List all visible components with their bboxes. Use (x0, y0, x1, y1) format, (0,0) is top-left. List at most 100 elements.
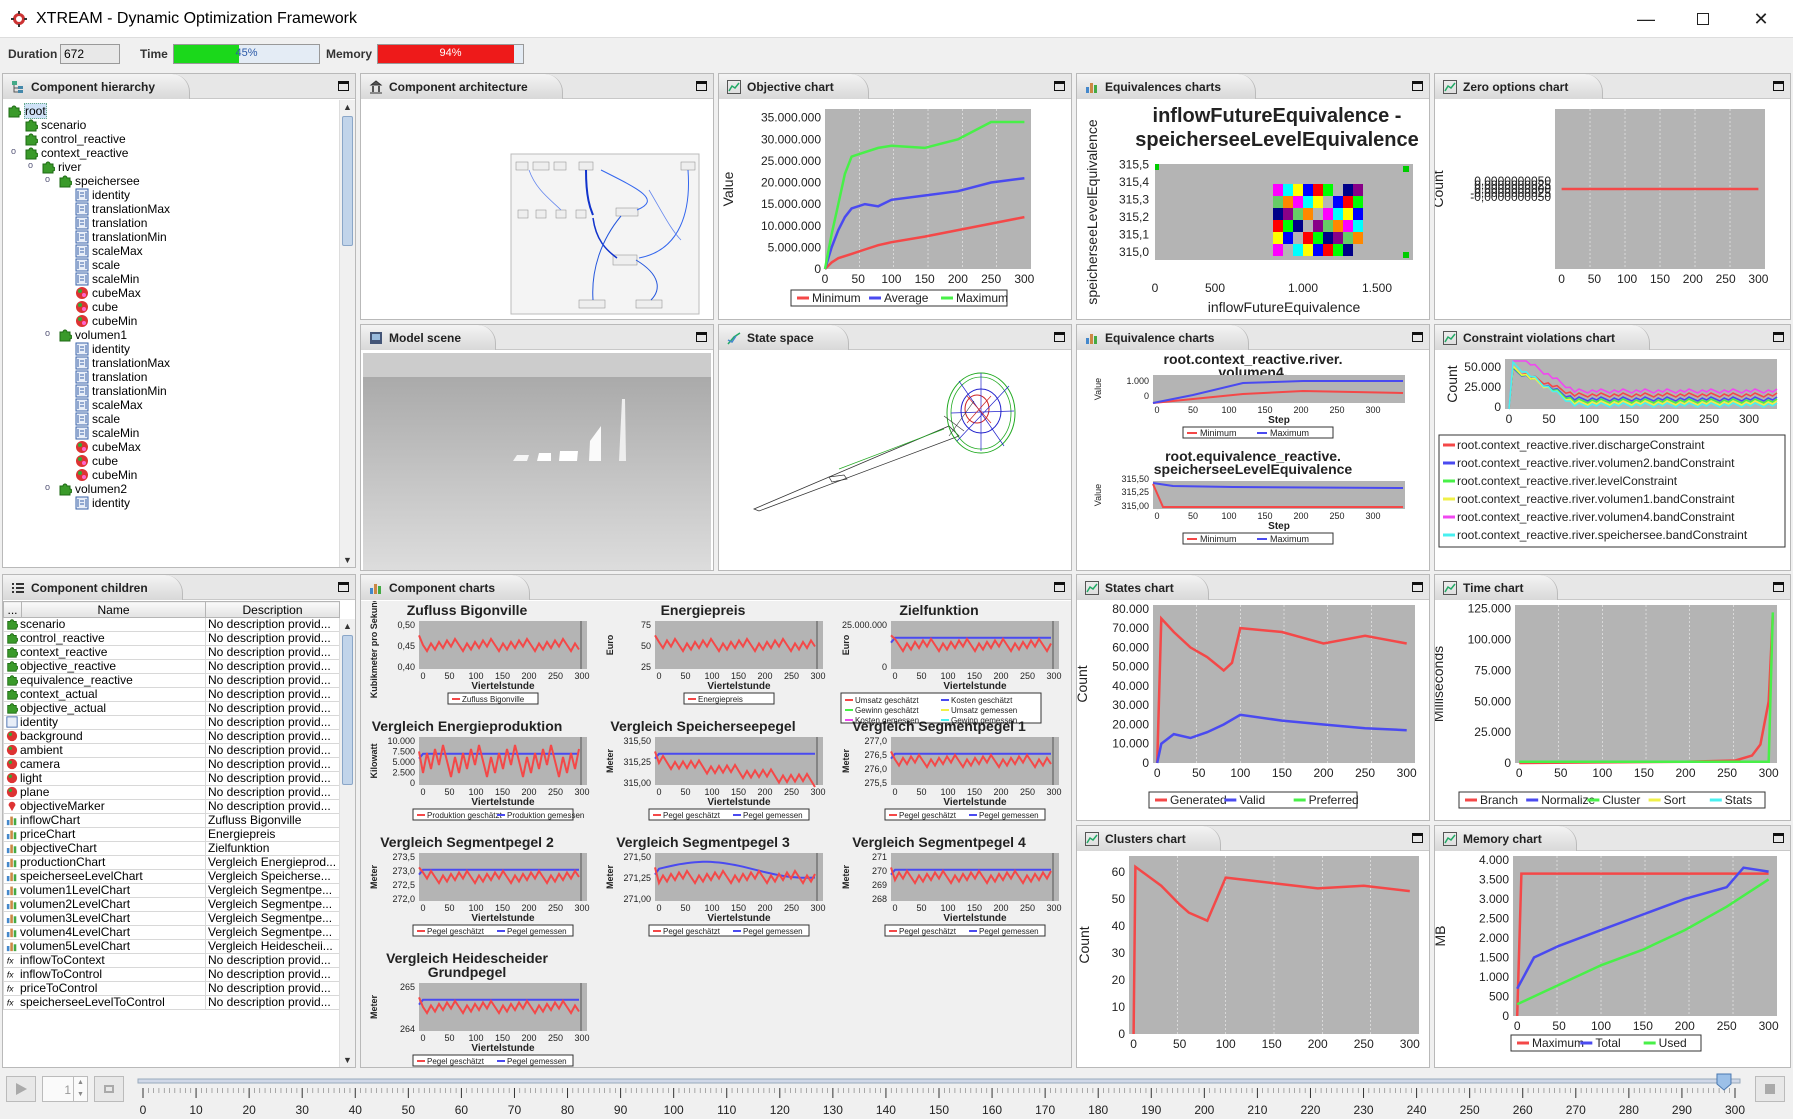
tree-node[interactable]: cubeMin (75, 468, 137, 482)
name-column-header[interactable]: Name (21, 601, 206, 618)
tree-node[interactable]: translation (75, 370, 147, 384)
state-space-tab[interactable]: State space (719, 325, 849, 350)
play-button[interactable] (6, 1076, 36, 1102)
table-row[interactable]: fx priceToControl No description provid... (3, 981, 340, 996)
stop-button[interactable] (1755, 1076, 1785, 1102)
table-row[interactable]: equivalence_reactive No description provi… (3, 673, 340, 688)
component-hierarchy-tab[interactable]: Component hierarchy (3, 74, 191, 99)
table-row[interactable]: speicherseeLevelChart Vergleich Speichers… (3, 869, 340, 884)
tree-node[interactable]: scale (75, 258, 120, 272)
maximize-panel-button[interactable] (1773, 81, 1784, 91)
tree-node[interactable]: context_reactive o (11, 146, 128, 160)
component-charts-tab[interactable]: Component charts (361, 575, 531, 600)
tree-node[interactable]: cube (75, 454, 118, 468)
maximize-panel-button[interactable] (1412, 332, 1423, 342)
table-row[interactable]: light No description provid... (3, 771, 340, 786)
table-row[interactable]: control_reactive No description provid... (3, 631, 340, 646)
objective-chart-tab[interactable]: Objective chart (719, 74, 869, 99)
table-row[interactable]: objectiveChart Zielfunktion (3, 841, 340, 856)
maximize-panel-button[interactable] (1054, 81, 1065, 91)
tree-node[interactable]: control_reactive (24, 132, 126, 146)
tree-node[interactable]: scenario (24, 118, 86, 132)
tree-node[interactable]: root (7, 103, 47, 119)
maximize-panel-button[interactable] (338, 582, 349, 592)
table-row[interactable]: volumen3LevelChart Vergleich Segmentpe... (3, 911, 340, 926)
table-row[interactable]: camera No description provid... (3, 757, 340, 772)
time-chart-tab[interactable]: Time chart (1435, 575, 1559, 600)
tree-node[interactable]: volumen1 o (45, 328, 127, 342)
tree-node[interactable]: translationMin (75, 230, 167, 244)
scroll-up-arrow[interactable]: ▲ (343, 621, 352, 631)
states-chart-tab[interactable]: States chart (1077, 575, 1209, 600)
children-table[interactable]: ... Name Description scenario No descript… (3, 601, 340, 1010)
tree-node[interactable]: scaleMax (75, 398, 143, 412)
tree-expand-toggle[interactable]: o (28, 160, 34, 170)
scroll-down-arrow[interactable]: ▼ (343, 1055, 352, 1065)
maximize-panel-button[interactable] (1054, 332, 1065, 342)
table-row[interactable]: plane No description provid... (3, 785, 340, 800)
table-row[interactable]: objective_actual No description provid... (3, 701, 340, 716)
maximize-panel-button[interactable] (1773, 833, 1784, 843)
slider-thumb[interactable] (1716, 1073, 1732, 1091)
component-children-tab[interactable]: Component children (3, 575, 183, 600)
tree-node[interactable]: translationMin (75, 384, 167, 398)
table-row[interactable]: volumen1LevelChart Vergleich Segmentpe... (3, 883, 340, 898)
clusters-chart-tab[interactable]: Clusters chart (1077, 826, 1221, 851)
component-tree[interactable]: root scenario control_reactive context_reac… (3, 100, 355, 567)
description-column-header[interactable]: Description (205, 601, 340, 618)
maximize-panel-button[interactable] (338, 81, 349, 91)
maximize-panel-button[interactable] (1412, 582, 1423, 592)
maximize-panel-button[interactable] (1412, 833, 1423, 843)
table-row[interactable]: objectiveMarker No description provid... (3, 799, 340, 814)
tree-node[interactable]: translationMax (75, 202, 170, 216)
table-row[interactable]: inflowChart Zufluss Bigonville (3, 813, 340, 828)
table-row[interactable]: volumen2LevelChart Vergleich Segmentpe... (3, 897, 340, 912)
loop-button[interactable] (94, 1076, 124, 1102)
table-row[interactable]: background No description provid... (3, 729, 340, 744)
table-row[interactable]: ambient No description provid... (3, 743, 340, 758)
tree-node[interactable]: cubeMin (75, 314, 137, 328)
step-spinner[interactable]: 1 ▲ ▼ (42, 1076, 88, 1102)
table-corner-header[interactable]: ... (3, 601, 22, 618)
architecture-diagram[interactable] (361, 100, 713, 320)
tree-node[interactable]: identity (75, 342, 130, 356)
equivalence-charts-tab[interactable]: Equivalence charts (1077, 325, 1250, 350)
maximize-panel-button[interactable] (696, 81, 707, 91)
component-architecture-tab[interactable]: Component architecture (361, 74, 563, 99)
state-space-viewport[interactable] (719, 351, 1071, 571)
tree-node[interactable]: identity (75, 496, 130, 510)
tree-node[interactable]: speichersee o (45, 174, 140, 188)
tree-node[interactable]: scaleMax (75, 244, 143, 258)
zero-options-chart-tab[interactable]: Zero options chart (1435, 74, 1604, 99)
table-row[interactable]: fx inflowToContext No description provid..… (3, 953, 340, 968)
maximize-panel-button[interactable] (1054, 582, 1065, 592)
scroll-down-arrow[interactable]: ▼ (343, 555, 352, 565)
table-scrollbar[interactable]: ▲ ▼ (339, 619, 355, 1067)
table-row[interactable]: volumen5LevelChart Vergleich Heidescheii.… (3, 939, 340, 954)
tree-expand-toggle[interactable]: o (45, 328, 51, 338)
table-row[interactable]: scenario No description provid... (3, 617, 340, 632)
maximize-panel-button[interactable] (696, 332, 707, 342)
spinner-up-button[interactable]: ▲ (73, 1077, 87, 1089)
3d-model-viewport[interactable] (361, 351, 713, 571)
tree-scrollbar[interactable]: ▲ ▼ (339, 100, 355, 567)
table-row[interactable]: fx speicherseeLevelToControl No descriptio… (3, 995, 340, 1010)
scroll-thumb[interactable] (342, 116, 353, 246)
table-row[interactable]: fx inflowToControl No description provid..… (3, 967, 340, 982)
equivalences-charts-tab[interactable]: Equivalences charts (1077, 74, 1257, 99)
tree-expand-toggle[interactable]: o (45, 482, 51, 492)
table-row[interactable]: context_reactive No description provid... (3, 645, 340, 660)
table-row[interactable]: objective_reactive No description provid.… (3, 659, 340, 674)
tree-node[interactable]: cubeMax (75, 286, 141, 300)
table-row[interactable]: context_actual No description provid... (3, 687, 340, 702)
tree-node[interactable]: cube (75, 300, 118, 314)
table-row[interactable]: priceChart Energiepreis (3, 827, 340, 842)
tree-node[interactable]: scaleMin (75, 272, 139, 286)
tree-node[interactable]: scale (75, 412, 120, 426)
memory-chart-tab[interactable]: Memory chart (1435, 826, 1577, 851)
timeline-slider[interactable]: 0 10 20 30 40 50 60 70 80 90 100 110 120 130 140 150 160… (130, 1070, 1750, 1119)
tree-node[interactable]: identity (75, 188, 130, 202)
tree-node[interactable]: translation (75, 216, 147, 230)
spinner-down-button[interactable]: ▼ (73, 1089, 87, 1101)
table-row[interactable]: identity No description provid... (3, 715, 340, 730)
